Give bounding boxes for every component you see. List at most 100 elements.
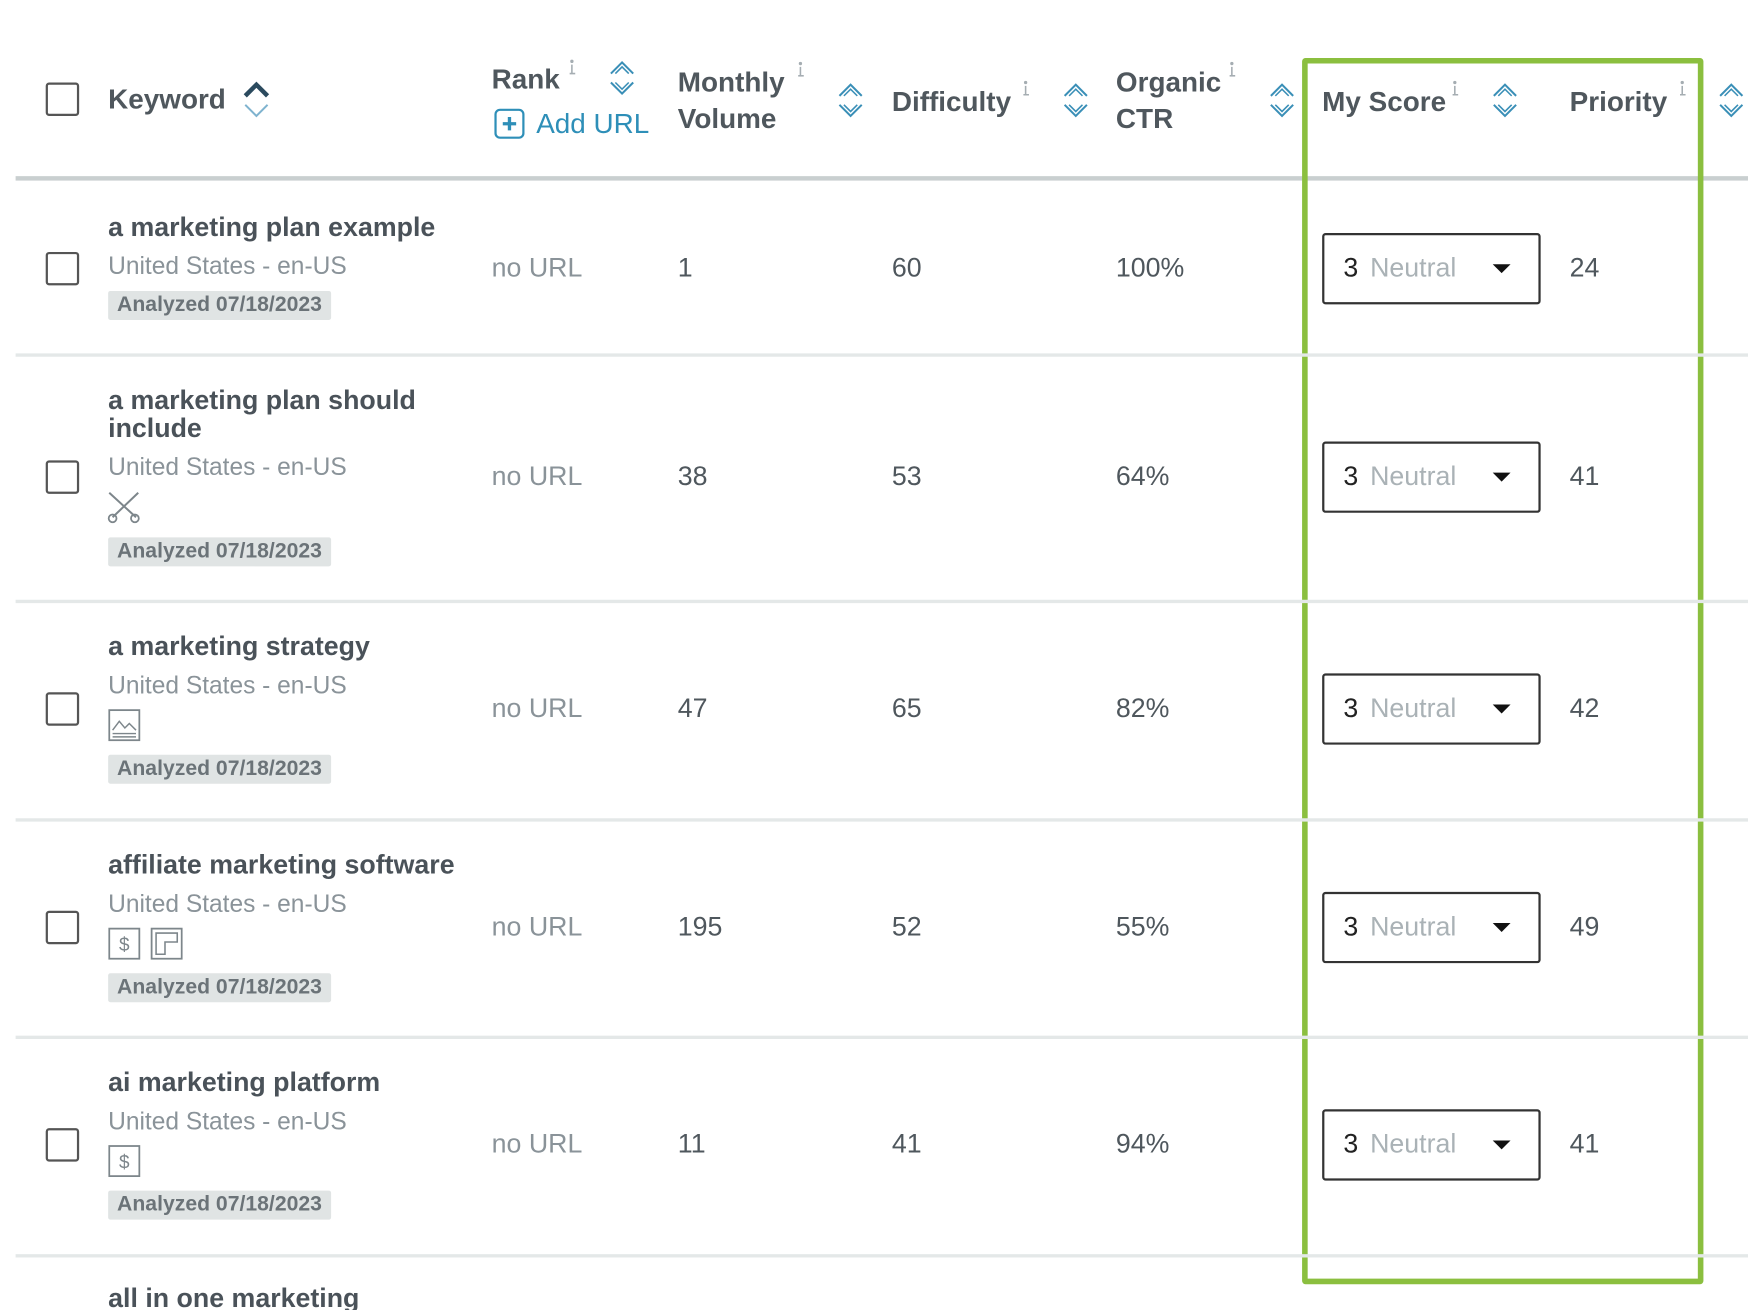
row-divider — [15, 1254, 1748, 1258]
row-divider — [15, 818, 1748, 822]
score-label: Neutral — [1370, 1129, 1457, 1160]
keyword[interactable]: affiliate marketing software — [108, 850, 455, 881]
priority: 41 — [1569, 1129, 1600, 1160]
row-divider — [15, 599, 1748, 604]
score-dropdown[interactable] — [1322, 441, 1541, 513]
organic-ctr: 64% — [1115, 461, 1170, 492]
row-checkbox[interactable] — [45, 692, 80, 726]
organic-ctr: 82% — [1115, 693, 1170, 724]
organic-ctr: 94% — [1115, 1129, 1170, 1160]
priority: 41 — [1569, 461, 1600, 492]
info-icon[interactable] — [1450, 80, 1459, 96]
header-keyword[interactable]: Keyword — [108, 84, 226, 116]
score-label: Neutral — [1370, 253, 1457, 284]
difficulty: 65 — [891, 693, 922, 724]
add-url-icon[interactable] — [494, 108, 525, 139]
header-difficulty[interactable]: Difficulty — [891, 86, 1012, 118]
score: 3 — [1343, 461, 1359, 492]
rank: no URL — [491, 693, 583, 724]
row-checkbox[interactable] — [45, 1128, 80, 1162]
add-url-link[interactable]: Add URL — [536, 108, 650, 140]
row-divider — [15, 1035, 1748, 1039]
location: United States - en-US — [108, 889, 347, 918]
dropdown-arrow[interactable] — [1492, 263, 1512, 274]
info-icon[interactable] — [1227, 61, 1236, 77]
sort-icon[interactable] — [1717, 81, 1746, 119]
header-divider — [15, 176, 1748, 181]
image-icon — [108, 709, 141, 742]
monthly-volume: 38 — [677, 461, 708, 492]
sort-icon[interactable] — [1490, 81, 1519, 119]
row-divider — [15, 353, 1748, 357]
location: United States - en-US — [108, 1106, 347, 1135]
score-label: Neutral — [1370, 461, 1457, 492]
rank: no URL — [491, 253, 583, 284]
row-checkbox[interactable] — [45, 251, 80, 286]
sort-icon[interactable] — [242, 81, 271, 119]
dropdown-arrow[interactable] — [1492, 922, 1512, 933]
score: 3 — [1343, 1129, 1359, 1160]
monthly-volume: 195 — [677, 911, 723, 943]
header-monthly-volume[interactable]: Monthly Volume — [677, 66, 785, 135]
rank: no URL — [491, 461, 583, 492]
score-dropdown[interactable] — [1322, 673, 1541, 745]
monthly-volume: 11 — [677, 1129, 706, 1160]
info-icon[interactable] — [1021, 80, 1030, 96]
location: United States - en-US — [108, 251, 347, 280]
info-icon[interactable] — [1678, 80, 1687, 96]
priority: 42 — [1569, 693, 1600, 724]
monthly-volume: 1 — [677, 253, 693, 284]
row-checkbox[interactable] — [45, 910, 80, 945]
info-icon[interactable] — [796, 61, 805, 77]
priority: 24 — [1569, 253, 1600, 284]
score-dropdown[interactable] — [1322, 891, 1541, 964]
sort-icon[interactable] — [836, 81, 865, 119]
select-all-checkbox[interactable] — [45, 82, 80, 116]
keyword[interactable]: all in one marketing — [108, 1283, 360, 1310]
difficulty: 52 — [891, 911, 922, 943]
organic-ctr: 100% — [1115, 253, 1185, 284]
score-label: Neutral — [1370, 911, 1457, 943]
score: 3 — [1343, 253, 1359, 284]
score-dropdown[interactable] — [1322, 232, 1541, 305]
difficulty: 60 — [891, 253, 922, 284]
analyzed-badge: Analyzed 07/18/2023 — [108, 290, 331, 320]
keyword[interactable]: a marketing plan should include — [108, 385, 416, 444]
sort-icon[interactable] — [608, 59, 637, 97]
rank: no URL — [491, 911, 583, 943]
keyword[interactable]: ai marketing platform — [108, 1067, 381, 1098]
sort-icon[interactable] — [1061, 81, 1090, 119]
organic-ctr: 55% — [1115, 911, 1170, 943]
priority: 49 — [1569, 911, 1600, 943]
score-dropdown[interactable] — [1322, 1109, 1541, 1181]
location: United States - en-US — [108, 671, 347, 699]
scissors-icon — [107, 492, 140, 524]
analyzed-badge: Analyzed 07/18/2023 — [108, 537, 331, 567]
score-label: Neutral — [1370, 693, 1457, 724]
dropdown-arrow[interactable] — [1492, 1139, 1512, 1150]
header-rank[interactable]: Rank — [491, 64, 560, 96]
difficulty: 41 — [891, 1129, 922, 1160]
info-icon[interactable] — [567, 59, 576, 75]
svg-text:$: $ — [119, 1152, 130, 1173]
dollar-icon: $ — [108, 927, 141, 960]
score: 3 — [1343, 911, 1359, 943]
keyword[interactable]: a marketing strategy — [108, 631, 370, 662]
svg-text:$: $ — [119, 935, 130, 956]
header-priority[interactable]: Priority — [1569, 86, 1668, 118]
dollar-icon: $ — [108, 1145, 141, 1178]
score: 3 — [1343, 693, 1359, 724]
header-organic-ctr[interactable]: Organic CTR — [1115, 66, 1222, 135]
analyzed-badge: Analyzed 07/18/2023 — [108, 1190, 331, 1220]
dropdown-arrow[interactable] — [1492, 472, 1512, 483]
keyword[interactable]: a marketing plan example — [108, 212, 436, 243]
header-my-score[interactable]: My Score — [1322, 86, 1447, 118]
row-checkbox[interactable] — [45, 460, 80, 494]
dropdown-arrow[interactable] — [1492, 703, 1512, 714]
analyzed-badge: Analyzed 07/18/2023 — [108, 973, 331, 1003]
rank: no URL — [491, 1129, 583, 1160]
difficulty: 53 — [891, 461, 922, 492]
sort-icon[interactable] — [1268, 81, 1297, 119]
location: United States - en-US — [108, 452, 347, 481]
